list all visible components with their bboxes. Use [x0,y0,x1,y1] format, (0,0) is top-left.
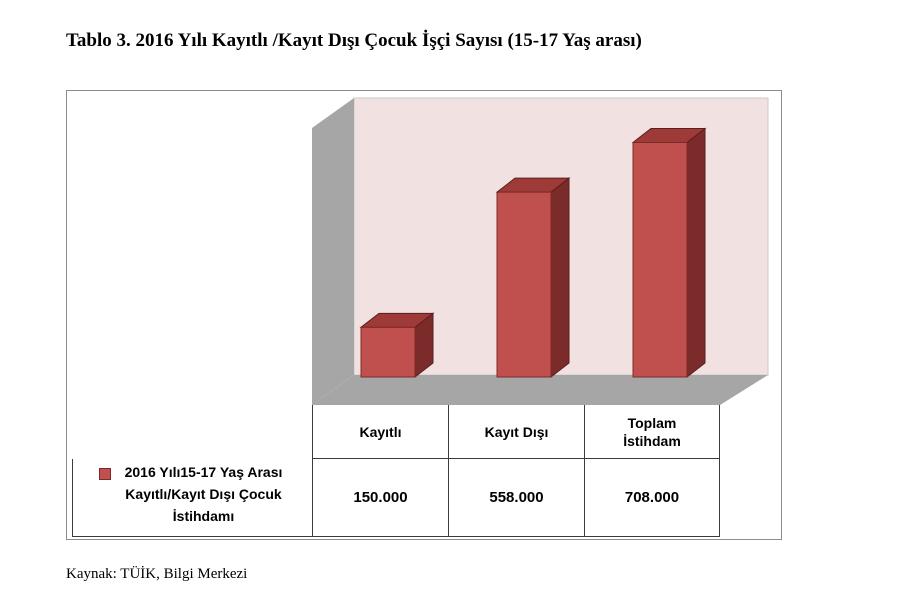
category-label: Toplam İstihdam [623,414,681,449]
legend-swatch [99,468,111,480]
floor [312,375,768,405]
value-cell: 558.000 [448,459,584,537]
chart-title: Tablo 3. 2016 Yılı Kayıtlı /Kayıt Dışı Ç… [66,30,642,51]
category-label: Kayıtlı [359,423,402,440]
category-label: Kayıt Dışı [484,423,549,440]
source-note: Kaynak: TÜİK, Bilgi Merkezi [66,566,248,582]
bar-side [550,177,570,379]
bar-side [686,127,706,379]
category-header: Kayıt Dışı [448,405,584,459]
bar [496,191,552,378]
table-row: 2016 Yılı15-17 Yaş Arası Kayıtlı/Kayıt D… [72,459,720,537]
side-wall [312,98,354,405]
category-header: Toplam İstihdam [584,405,720,459]
value-cell: 150.000 [312,459,448,537]
category-header: Kayıtlı [312,405,448,459]
value-cell: 708.000 [584,459,720,537]
series-label: 2016 Yılı15-17 Yaş Arası Kayıtlı/Kayıt D… [124,464,283,524]
bar [632,141,688,378]
bar [360,326,416,378]
legend-entry: 2016 Yılı15-17 Yaş Arası Kayıtlı/Kayıt D… [72,459,312,537]
